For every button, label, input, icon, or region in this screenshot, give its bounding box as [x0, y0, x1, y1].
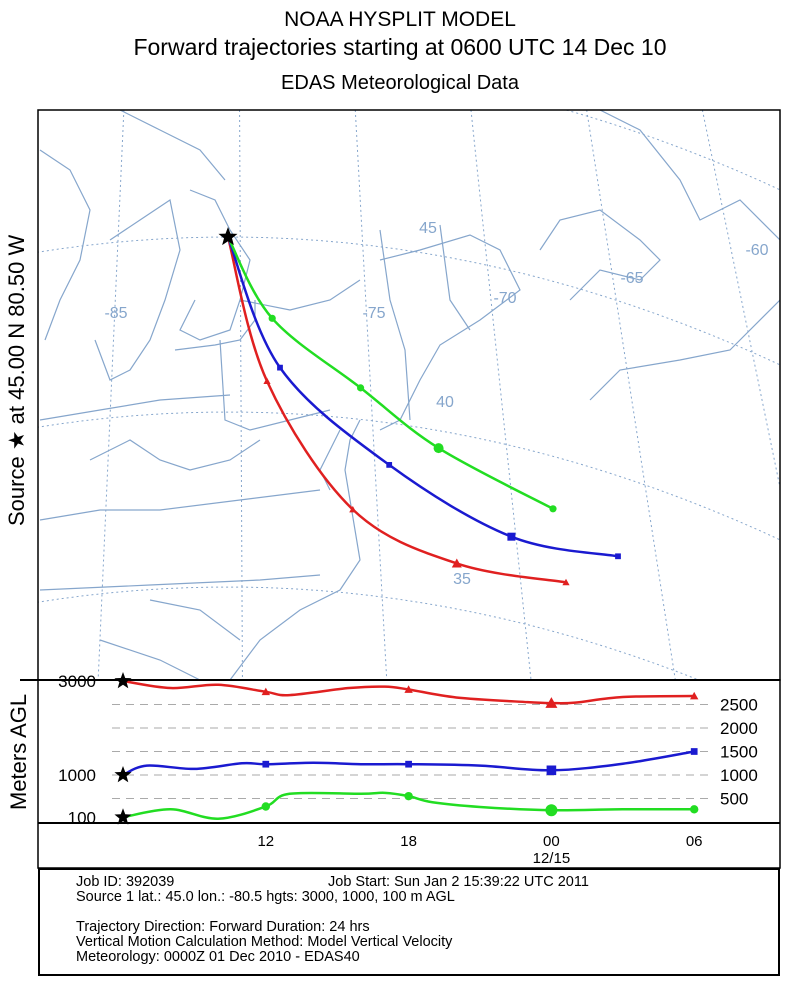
longitude-gridline [470, 110, 532, 680]
longitude-gridline [0, 110, 8, 680]
coastline-border [39, 489, 321, 521]
job-info-box: Job ID: 392039 Job Start: Sun Jan 2 15:3… [38, 868, 780, 976]
longitude-label: -60 [745, 242, 768, 259]
coastline-border [149, 599, 241, 641]
coastline-border [94, 199, 181, 381]
height-profile-line [122, 679, 695, 705]
circle-marker [690, 805, 699, 814]
source-star-icon [114, 766, 132, 783]
coastline-border [239, 279, 361, 311]
height-tick-label: 500 [720, 790, 748, 809]
coastline-border [599, 110, 780, 241]
circle-marker [549, 505, 557, 513]
latitude-gridline [38, 411, 780, 541]
source-star-icon [114, 808, 132, 825]
trajectory-line [226, 236, 619, 558]
coastline-border [39, 574, 321, 591]
coastline-border [319, 429, 341, 491]
chart-title: NOAA HYSPLIT MODEL [284, 8, 516, 31]
latitude-gridline [38, 236, 780, 366]
triangle-marker [562, 578, 570, 586]
triangle-marker [690, 691, 699, 700]
latitude-gridline [0, 0, 800, 151]
coastline-border [39, 394, 231, 421]
date-label: 12/15 [533, 850, 571, 867]
source-star-icon [218, 227, 238, 246]
circle-marker [404, 791, 413, 801]
longitude-label: -85 [104, 305, 127, 322]
coastline-border [89, 439, 261, 471]
circle-marker [545, 804, 558, 817]
coastline-border [589, 299, 780, 401]
trajectory-direction: Trajectory Direction: Forward Duration: … [76, 919, 370, 935]
coastline-border [99, 639, 201, 680]
square-marker [277, 364, 283, 371]
coastline-border [379, 234, 521, 431]
circle-marker [357, 384, 365, 392]
data-source-label: EDAS Meteorological Data [281, 72, 519, 94]
circle-marker [261, 802, 270, 811]
job-id: Job ID: 392039 [76, 874, 175, 890]
source-height-label: 100 [68, 808, 96, 827]
latitude-gridline [38, 586, 701, 680]
source-info: Source 1 lat.: 45.0 lon.: -80.5 hgts: 30… [76, 889, 455, 905]
coastline-border [539, 209, 661, 301]
coastline-border [119, 110, 226, 181]
time-tick-label: 00 [543, 833, 560, 850]
square-marker [405, 760, 412, 768]
triangle-marker [349, 505, 357, 513]
coastline-border [439, 224, 471, 331]
triangle-marker [545, 697, 558, 708]
triangle-marker [451, 558, 462, 568]
square-marker [690, 748, 698, 755]
height-profile-line [122, 750, 695, 777]
time-tick-label: 12 [257, 833, 274, 850]
map-frame [37, 109, 781, 681]
coastline-border [39, 149, 91, 341]
meteorology-info: Meteorology: 0000Z 01 Dec 2010 - EDAS40 [76, 949, 360, 965]
height-tick-label: 2500 [720, 696, 758, 715]
longitude-gridline [239, 110, 243, 680]
coastline-border [229, 419, 361, 680]
source-height-label: 3000 [58, 672, 96, 691]
vertical-motion-method: Vertical Motion Calculation Method: Mode… [76, 934, 453, 950]
height-tick-label: 1500 [720, 743, 758, 762]
height-tick-label: 2000 [720, 719, 758, 738]
trajectory-line [226, 236, 567, 584]
longitude-label: -65 [620, 270, 643, 287]
circle-marker [433, 443, 444, 454]
source-star-icon [114, 672, 132, 689]
latitude-label: 45 [419, 220, 437, 237]
chart-subtitle: Forward trajectories starting at 0600 UT… [133, 34, 667, 60]
circle-marker [268, 314, 276, 322]
longitude-label: -75 [362, 305, 385, 322]
coastline-border [379, 229, 411, 421]
square-marker [507, 532, 516, 541]
time-tick-label: 06 [686, 833, 703, 850]
job-start: Job Start: Sun Jan 2 15:39:22 UTC 2011 [328, 874, 589, 890]
height-tick-label: 1000 [720, 766, 758, 785]
coastline-border [174, 300, 256, 351]
latitude-gridline [564, 110, 780, 191]
coastline-border [219, 339, 331, 431]
square-marker [546, 765, 557, 776]
longitude-label: -70 [493, 290, 516, 307]
triangle-marker [263, 377, 271, 385]
square-marker [262, 760, 270, 768]
longitude-gridline [97, 110, 125, 680]
square-marker [386, 462, 393, 468]
longitude-gridline [701, 110, 780, 490]
triangle-marker [261, 687, 270, 696]
latitude-label: 40 [436, 394, 454, 411]
time-tick-label: 18 [400, 833, 417, 850]
trajectory-line [226, 236, 554, 510]
latitude-label: 35 [453, 571, 471, 588]
source-height-label: 1000 [58, 766, 96, 785]
square-marker [615, 553, 621, 560]
triangle-marker [404, 685, 413, 693]
longitude-gridline [586, 110, 676, 680]
